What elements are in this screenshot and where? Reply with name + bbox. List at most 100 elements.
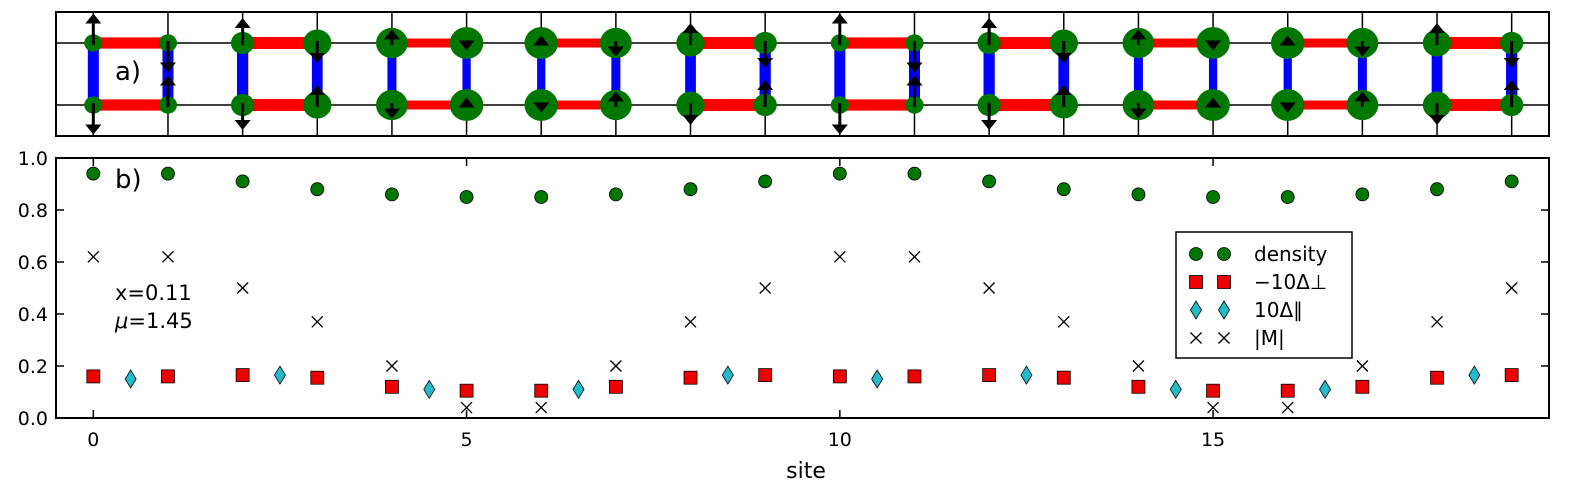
x-axis-label: site: [786, 459, 826, 484]
spin-arrow-bottom-head: [309, 84, 326, 95]
rung-pair-point: [608, 379, 623, 394]
magnetization-point-stroke: [385, 360, 398, 372]
x-tick-label: 15: [1201, 429, 1225, 451]
spin-arrow-top-head: [1279, 35, 1296, 46]
rung-pair-point: [310, 370, 325, 385]
leg-pair-point: [1468, 365, 1481, 385]
legend-marker: [1218, 332, 1230, 344]
leg-pair-point: [1020, 365, 1033, 385]
rung-pair-point: [1504, 368, 1519, 383]
density-point: [534, 190, 549, 204]
panel-b-label: b): [115, 165, 142, 195]
magnetization-point-stroke: [460, 401, 473, 414]
y-tick-label: 0.2: [18, 356, 48, 378]
magnetization-point-stroke: [1505, 282, 1518, 294]
magnetization-point-stroke: [684, 315, 697, 328]
legend-label: density: [1254, 242, 1327, 266]
density-point: [1280, 190, 1295, 204]
leg-pair-point: [423, 379, 436, 400]
magnetization-point: [535, 401, 548, 414]
spin-arrow-bottom-head: [607, 91, 624, 102]
rung-pair-point: [1206, 383, 1220, 398]
magnetization-point-stroke: [311, 315, 324, 328]
density-point: [1430, 182, 1444, 197]
x-tick-label: 5: [461, 429, 473, 451]
spin-arrow-bottom-head: [831, 124, 848, 135]
leg-pair-point: [572, 379, 585, 400]
magnetization-point-stroke: [1356, 360, 1369, 372]
y-tick-label: 1.0: [18, 148, 48, 170]
magnetization-point: [1281, 401, 1294, 414]
data-marks: [86, 166, 1519, 414]
spin-arrow-top-head: [309, 53, 326, 64]
spin-arrow-bottom-head: [383, 108, 400, 119]
legend-marker-stroke: [1190, 332, 1202, 344]
leg-pair-point: [721, 365, 734, 385]
legend-marker: [1217, 247, 1231, 261]
magnetization-point: [385, 360, 398, 372]
legend-marker: [1190, 300, 1202, 320]
spin-arrow-bottom-head: [682, 115, 699, 126]
rung-pair-point: [534, 383, 549, 398]
spin-arrow-top-head: [1429, 22, 1446, 33]
spin-arrow-bottom-head: [757, 80, 774, 90]
rung-pair-point: [86, 369, 101, 384]
spin-arrow-top-head: [1354, 46, 1371, 57]
rung-pair-point: [907, 369, 922, 384]
magnetization-point: [162, 250, 174, 263]
rung-pair-point: [1355, 379, 1370, 394]
spin-arrow-bottom-head: [981, 120, 998, 130]
magnetization-point-stroke: [1057, 315, 1070, 328]
axis-tick-labels: 0 5 10 15 0.0 0.2 0.4 0.6 0.8 1.0: [18, 148, 1225, 451]
magnetization-point-stroke: [1207, 401, 1220, 414]
magnetization-point-stroke: [535, 401, 548, 414]
ladder-panel: a): [55, 11, 1550, 137]
magnetization-point-stroke: [1281, 401, 1294, 414]
magnetization-point-stroke: [1431, 315, 1443, 328]
ladder-spins: [85, 13, 1520, 135]
ladder-panel-frame: [55, 11, 1550, 137]
legend: density −10Δ⊥ 10Δ∥ |M|: [1175, 231, 1353, 359]
magnetization-point: [1505, 282, 1518, 294]
density-point: [235, 174, 250, 189]
magnetization-point: [460, 401, 473, 414]
magnetization-point: [1431, 315, 1443, 328]
spin-arrow-bottom-head: [458, 97, 475, 108]
spin-arrow-top-head: [757, 58, 774, 68]
rung-pair-point: [1430, 370, 1444, 385]
spin-arrow-top-head: [1055, 53, 1072, 64]
magnetization-point: [1207, 401, 1220, 414]
spin-arrow-bottom-head: [1279, 102, 1296, 113]
density-point: [385, 187, 399, 202]
spin-arrow-bottom-head: [906, 75, 923, 86]
spin-arrow-top-head: [682, 22, 699, 33]
rung-pair-point: [1131, 379, 1146, 394]
magnetization-point-stroke: [87, 250, 100, 263]
density-point: [683, 182, 698, 197]
leg-pair-point: [1169, 379, 1182, 400]
leg-pair-point: [871, 369, 884, 389]
rung-pair-point: [161, 369, 175, 384]
magnetization-point: [908, 250, 921, 263]
density-point: [1056, 182, 1071, 197]
y-tick-label: 0.6: [18, 252, 48, 274]
panel-a-label: a): [115, 57, 141, 87]
spin-arrow-bottom-head: [533, 102, 550, 113]
legend-label: |M|: [1254, 326, 1285, 350]
density-point: [1355, 187, 1370, 202]
spin-arrow-top-head: [533, 35, 550, 46]
density-point: [1504, 174, 1519, 189]
legend-marker: [1189, 275, 1203, 289]
rung-pair-point: [459, 383, 474, 398]
spin-arrow-top-head: [1503, 58, 1520, 68]
magnetization-point: [1356, 360, 1369, 372]
legend-label: 10Δ∥: [1254, 298, 1303, 322]
magnetization-point: [87, 250, 100, 263]
spin-arrow-top-head: [85, 13, 102, 24]
spin-arrow-top-head: [1205, 40, 1222, 51]
spin-arrow-bottom-head: [1354, 91, 1371, 102]
spin-arrow-top-head: [1130, 29, 1147, 40]
magnetization-point: [759, 282, 772, 294]
spin-arrow-top-head: [981, 18, 998, 28]
